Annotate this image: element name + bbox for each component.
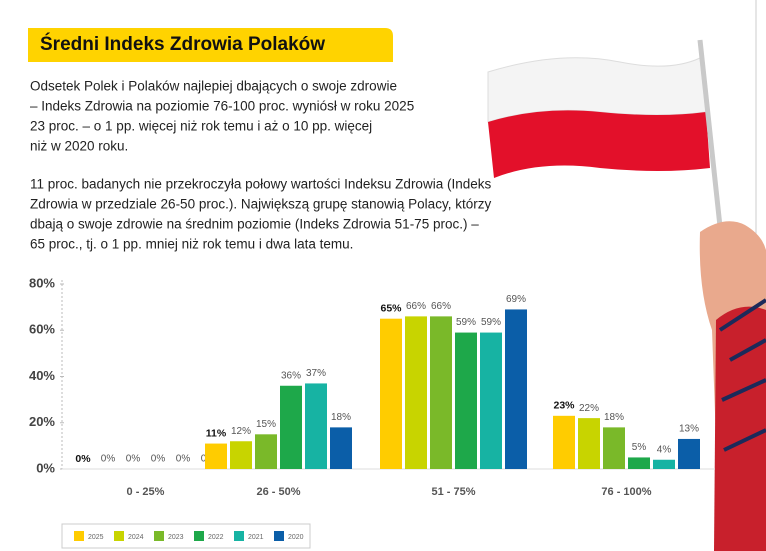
bar <box>305 383 327 469</box>
sleeve-check <box>718 298 766 452</box>
y-tick-label: 40% <box>29 368 55 383</box>
bar <box>480 332 502 469</box>
y-tick-label: 0% <box>36 460 55 475</box>
bar <box>205 443 227 469</box>
legend-swatch <box>74 531 84 541</box>
bar <box>578 418 600 469</box>
value-label: 18% <box>331 412 351 423</box>
y-tick-label: 20% <box>29 414 55 429</box>
legend-swatch <box>154 531 164 541</box>
legend-swatch <box>234 531 244 541</box>
value-label: 23% <box>553 400 575 412</box>
x-tick-label: 76 - 100% <box>601 486 651 498</box>
legend-label: 2023 <box>168 534 184 541</box>
legend-label: 2022 <box>208 534 224 541</box>
bar <box>380 318 402 469</box>
bar <box>405 316 427 469</box>
bar <box>455 332 477 469</box>
value-label: 0% <box>126 454 141 465</box>
legend-label: 2020 <box>288 534 304 541</box>
paragraph-line: Odsetek Polek i Polaków najlepiej dbając… <box>30 79 397 94</box>
value-label: 4% <box>657 444 672 455</box>
legend-label: 2024 <box>128 534 144 541</box>
value-label: 0% <box>176 454 191 465</box>
value-label: 22% <box>579 403 599 414</box>
value-label: 66% <box>431 301 451 312</box>
value-label: 69% <box>506 294 526 305</box>
value-label: 0% <box>101 454 116 465</box>
flag-illustration <box>487 39 766 551</box>
y-tick-label: 60% <box>29 322 55 337</box>
legend-label: 2021 <box>248 534 264 541</box>
x-tick-label: 51 - 75% <box>431 486 475 498</box>
value-label: 37% <box>306 368 326 379</box>
bar <box>678 438 700 469</box>
bar <box>553 415 575 469</box>
value-label: 18% <box>604 412 624 423</box>
value-label: 0% <box>151 454 166 465</box>
value-label: 59% <box>481 317 501 328</box>
value-label: 11% <box>206 427 227 439</box>
value-label: 0% <box>75 453 91 465</box>
bar <box>430 316 452 469</box>
bar <box>280 385 302 469</box>
paragraph-line: 65 proc., tj. o 1 pp. mniej niż rok temu… <box>30 237 353 252</box>
title-box <box>28 28 393 62</box>
value-label: 15% <box>256 419 276 430</box>
bar <box>255 434 277 469</box>
bar <box>628 457 650 469</box>
value-label: 5% <box>632 442 647 453</box>
legend-label: 2025 <box>88 534 104 541</box>
sleeve <box>714 306 766 551</box>
legend-box <box>61 523 311 549</box>
paragraph-line: niż w 2020 roku. <box>30 139 128 154</box>
legend-swatch <box>274 531 284 541</box>
paragraph-line: Zdrowia w przedziale 26-50 proc.). Najwi… <box>30 197 491 212</box>
legend-swatch <box>114 531 124 541</box>
value-label: 12% <box>231 426 251 437</box>
x-tick-label: 0 - 25% <box>127 486 165 498</box>
paragraph-line: – Indeks Zdrowia na poziomie 76-100 proc… <box>30 99 414 114</box>
paragraph-line: dbają o swoje zdrowie na średnim poziomi… <box>30 217 479 232</box>
value-label: 65% <box>380 302 402 314</box>
flag-pole <box>697 39 725 246</box>
x-tick-label: 26 - 50% <box>256 486 300 498</box>
title: Średni Indeks Zdrowia Polaków <box>40 33 325 55</box>
paragraph-line: 23 proc. – o 1 pp. więcej niż rok temu i… <box>30 119 372 134</box>
value-label: 13% <box>679 424 699 435</box>
bar <box>505 309 527 469</box>
value-label: 66% <box>406 301 426 312</box>
y-tick-label: 80% <box>29 275 55 290</box>
paragraph-line: 11 proc. badanych nie przekroczyła połow… <box>30 177 491 192</box>
bar <box>230 441 252 469</box>
flag-red <box>488 110 710 178</box>
value-label: 59% <box>456 317 476 328</box>
bar <box>653 459 675 469</box>
bar <box>603 427 625 469</box>
bar <box>330 427 352 469</box>
legend-swatch <box>194 531 204 541</box>
value-label: 36% <box>281 370 301 381</box>
